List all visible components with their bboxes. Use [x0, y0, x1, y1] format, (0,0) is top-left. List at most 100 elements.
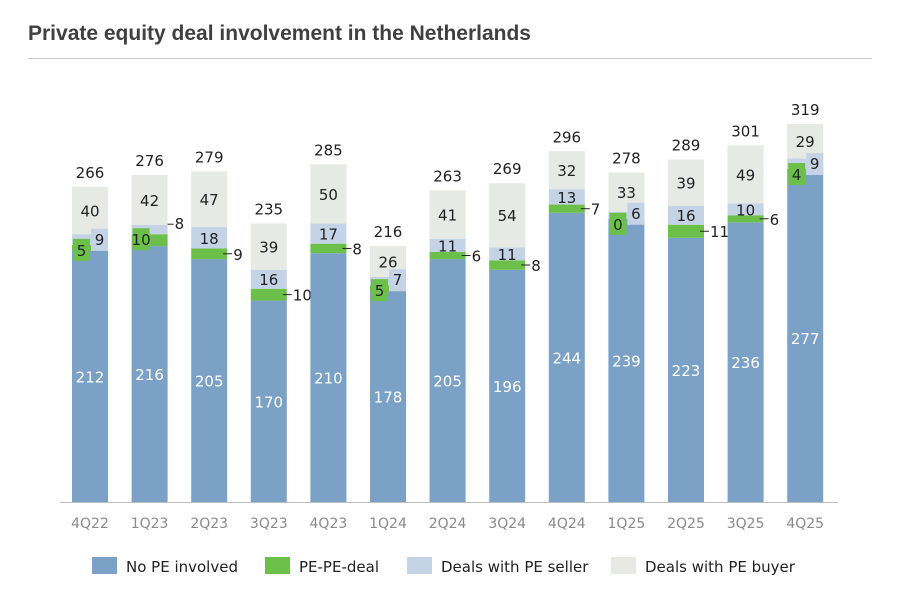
bar-segment — [429, 251, 466, 260]
legend-label: PE-PE-deal — [299, 558, 379, 576]
x-tick-label: 3Q23 — [250, 516, 288, 532]
data-label: 178 — [374, 389, 403, 407]
legend-swatch — [611, 557, 636, 574]
data-label: 33 — [617, 184, 636, 202]
x-tick-label: 2Q23 — [190, 516, 228, 532]
bar-segment — [548, 189, 585, 205]
x-tick-label: 1Q25 — [608, 516, 646, 532]
bar-segment — [191, 248, 228, 260]
total-label: 266 — [76, 164, 105, 182]
legend-label: No PE involved — [126, 558, 238, 576]
bar-segment — [310, 253, 347, 502]
bar-segment — [668, 159, 704, 206]
bar-segment — [548, 151, 585, 190]
data-label: 11 — [438, 237, 457, 255]
data-label: 205 — [433, 373, 462, 391]
x-tick-label: 4Q24 — [548, 516, 586, 532]
total-label: 285 — [314, 141, 343, 159]
data-label: 40 — [80, 203, 99, 221]
bar-segment — [310, 223, 347, 244]
bar-segment — [668, 205, 704, 225]
data-label: 5 — [375, 282, 385, 300]
bar-segment — [250, 288, 287, 301]
data-label: 49 — [736, 166, 755, 184]
bar-segment — [250, 300, 287, 502]
bar-segment — [310, 164, 347, 224]
data-label: 10 — [736, 201, 755, 219]
legend-label: Deals with PE seller — [441, 558, 589, 576]
data-label: 4 — [792, 166, 802, 184]
total-label: 301 — [731, 122, 760, 140]
data-label: 18 — [200, 230, 219, 248]
data-label: 277 — [791, 330, 820, 348]
bar-segment — [131, 246, 168, 502]
x-tick-label: 4Q25 — [786, 516, 824, 532]
data-label: 6 — [770, 211, 780, 229]
bar-segment — [668, 224, 704, 238]
bar-segment — [250, 223, 287, 270]
data-label: 9 — [95, 231, 105, 249]
bar-segment — [727, 222, 764, 503]
bar-segment — [608, 218, 645, 502]
data-label: 54 — [498, 207, 517, 225]
data-label: 17 — [319, 226, 338, 244]
total-label: 216 — [374, 223, 403, 241]
data-label: 7 — [591, 201, 601, 219]
data-label: 10 — [293, 287, 312, 305]
pe-pe-label-box — [73, 238, 90, 261]
seller-label-box — [806, 153, 824, 176]
bar-segment — [72, 250, 108, 502]
data-label: 5 — [77, 242, 87, 260]
pe-pe-label-box — [609, 212, 627, 235]
bar-segment — [429, 259, 466, 502]
pe-pe-label-box — [132, 228, 150, 251]
x-tick-label: 2Q24 — [429, 516, 467, 532]
bar-segment — [191, 171, 228, 228]
data-label: 16 — [676, 207, 695, 225]
bar-segment — [310, 243, 347, 254]
seller-label-box — [389, 269, 406, 292]
data-label: 11 — [498, 246, 517, 264]
data-label: 212 — [76, 368, 105, 386]
bar-segment — [429, 238, 466, 252]
data-label: 16 — [259, 271, 278, 289]
data-label: 26 — [378, 253, 397, 271]
data-label: 11 — [710, 223, 729, 241]
x-tick-label: 2Q25 — [667, 516, 705, 532]
data-label: 210 — [314, 370, 343, 388]
legend-label: Deals with PE buyer — [645, 558, 796, 576]
data-label: 9 — [810, 155, 820, 173]
bar-segment — [727, 203, 764, 216]
data-label: 41 — [438, 207, 457, 225]
data-label: 8 — [352, 240, 362, 258]
legend-swatch — [407, 557, 432, 574]
bar-segment — [489, 260, 526, 270]
chart-title: Private equity deal involvement in the N… — [28, 22, 531, 45]
data-label: 170 — [254, 393, 283, 411]
x-tick-label: 1Q24 — [369, 516, 407, 532]
bar-segment — [668, 237, 704, 502]
bar-segment — [250, 269, 287, 289]
x-tick-label: 4Q23 — [310, 516, 348, 532]
data-label: 223 — [672, 362, 701, 380]
data-label: 39 — [259, 239, 278, 257]
total-label: 276 — [135, 152, 164, 170]
data-label: 244 — [552, 349, 581, 367]
data-label: 8 — [531, 257, 541, 275]
data-label: 10 — [132, 231, 151, 249]
bar-segment — [489, 183, 526, 248]
data-label: 32 — [557, 162, 576, 180]
data-label: 50 — [319, 186, 338, 204]
data-label: 9 — [233, 246, 243, 264]
data-label: 7 — [393, 271, 403, 289]
x-tick-label: 3Q24 — [488, 516, 526, 532]
data-label: 196 — [493, 378, 522, 396]
total-label: 289 — [672, 137, 701, 155]
bar-segment — [787, 173, 824, 503]
bar-segment — [489, 247, 526, 261]
data-label: 216 — [135, 366, 164, 384]
data-label: 6 — [631, 205, 641, 223]
legend-swatch — [265, 557, 290, 574]
pe-pe-label-box — [788, 163, 806, 186]
